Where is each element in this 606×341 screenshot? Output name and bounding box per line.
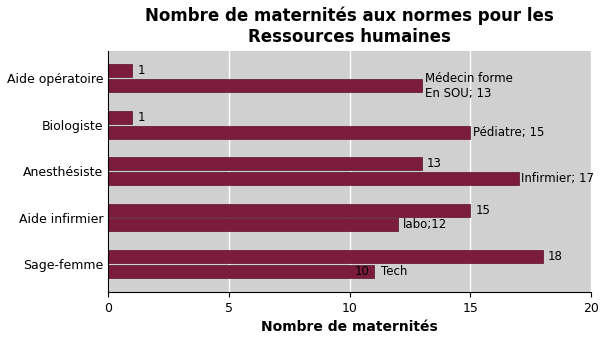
Text: 13: 13 <box>427 157 442 170</box>
Text: 18: 18 <box>548 250 562 263</box>
Text: Médecin forme
En SOU; 13: Médecin forme En SOU; 13 <box>425 72 513 100</box>
Bar <box>108 157 422 170</box>
Bar <box>108 204 470 217</box>
Bar <box>108 64 133 77</box>
Text: Tech: Tech <box>381 265 407 278</box>
Text: 15: 15 <box>475 204 490 217</box>
Text: Pédiatre; 15: Pédiatre; 15 <box>473 126 544 139</box>
Title: Nombre de maternités aux normes pour les
Ressources humaines: Nombre de maternités aux normes pour les… <box>145 7 554 46</box>
Bar <box>108 79 422 92</box>
Text: 1: 1 <box>138 111 145 124</box>
X-axis label: Nombre de maternités: Nombre de maternités <box>261 320 438 334</box>
Bar <box>108 265 374 278</box>
Text: labo;12: labo;12 <box>403 219 447 232</box>
Text: Infirmier; 17: Infirmier; 17 <box>521 172 594 185</box>
Bar <box>108 111 133 124</box>
Text: 1: 1 <box>138 64 145 77</box>
Bar <box>108 172 519 185</box>
Bar <box>108 250 543 263</box>
Bar <box>108 219 398 232</box>
Text: 10: 10 <box>355 265 370 278</box>
Bar <box>108 126 470 139</box>
